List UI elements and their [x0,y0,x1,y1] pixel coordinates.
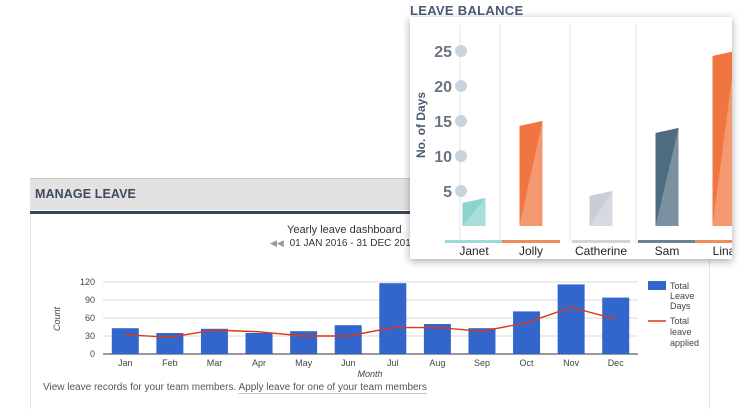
x-tick-label: Jan [118,358,133,368]
category-strip-janet [445,240,503,243]
y-tick-marker [455,115,467,127]
x-tick-label: Jolly [519,244,543,258]
x-tick-label: Dec [608,358,625,368]
legend-label-total-leave-days: Leave [670,291,695,301]
footer-links: View leave records for your team members… [43,382,427,394]
category-strip-lina [695,240,732,243]
x-tick-label: Apr [252,358,266,368]
x-tick-label: Lina [713,244,732,258]
y-tick-label: 60 [85,313,95,323]
leave-balance-card: 5 10 15 20 25 No. of Days Janet Jolly Catherine S… [410,17,732,259]
yearly-leave-chart: 0 30 60 90 120 Jan Feb Mar Apr May Jun Jul Aug Sep Oct… [52,277,699,379]
legend-label-total-leave-applied: Total [670,316,689,326]
bar-oct [513,311,541,354]
bar-shade-jolly [519,121,543,226]
category-strip-jolly [502,240,560,243]
bar-mar [200,328,228,354]
apply-leave-link[interactable]: Apply leave for one of your team members [238,382,427,394]
y-axis-label: Count [52,307,62,332]
date-range-text: 01 JAN 2016 - 31 DEC 2016 [289,238,417,249]
bar-shade-lina [712,51,732,226]
x-tick-label: Sep [474,358,490,368]
line-total-leave-applied [125,306,616,338]
legend-label-total-leave-applied: leave [670,327,692,337]
bar-sep [468,328,496,354]
leave-balance-chart: 5 10 15 20 25 No. of Days Janet Jolly Catherine S… [414,25,732,258]
footer-text: View leave records for your team members… [43,382,237,393]
y-tick-label: 120 [80,277,95,287]
dashboard-title: Yearly leave dashboard [287,224,402,236]
legend-swatch-total-leave-days [648,281,666,290]
bar-dec [602,297,630,354]
y-tick-label: 5 [443,184,452,201]
x-tick-label: Aug [429,358,445,368]
y-tick-label: 0 [90,349,95,359]
bar-nov [557,284,585,354]
y-tick-label: 10 [434,149,452,166]
x-tick-label: Feb [162,358,178,368]
y-axis-label: No. of Days [414,92,428,158]
manage-leave-title: MANAGE LEAVE [35,187,136,201]
x-tick-label: Oct [520,358,535,368]
y-tick-label: 25 [434,44,452,61]
x-tick-label: Mar [207,358,223,368]
category-strip-catherine [572,240,630,243]
bar-may [290,331,318,354]
x-tick-label: Sam [655,244,680,258]
y-tick-marker [455,80,467,92]
x-tick-label: Catherine [575,244,627,258]
manage-leave-body [30,214,710,409]
y-tick-label: 90 [85,295,95,305]
bar-jan [111,328,139,354]
y-tick-label: 20 [434,79,452,96]
y-tick-label: 15 [434,114,452,131]
legend-label-total-leave-days: Days [670,301,691,311]
bar-shade-janet [462,198,486,226]
y-tick-marker [455,45,467,57]
legend-label-total-leave-days: Total [670,281,689,291]
x-tick-label: Janet [459,244,489,258]
category-strip-sam [638,240,696,243]
x-tick-label: May [295,358,313,368]
bar-feb [156,333,184,354]
x-tick-label: Jun [341,358,356,368]
x-axis-label: Month [357,369,382,379]
x-tick-label: Nov [563,358,580,368]
bar-jul [379,283,407,354]
previous-period-icon[interactable]: ◀◀ [270,238,284,248]
header-divider [30,211,710,214]
bar-apr [245,333,273,354]
bar-shade-catherine [589,191,613,226]
y-tick-marker [455,150,467,162]
y-tick-marker [455,185,467,197]
legend-label-total-leave-applied: applied [670,338,699,348]
bar-jun [334,325,362,354]
bar-shade-sam [655,128,679,226]
y-tick-label: 30 [85,331,95,341]
x-tick-label: Jul [387,358,399,368]
leave-balance-title: LEAVE BALANCE [410,3,524,18]
